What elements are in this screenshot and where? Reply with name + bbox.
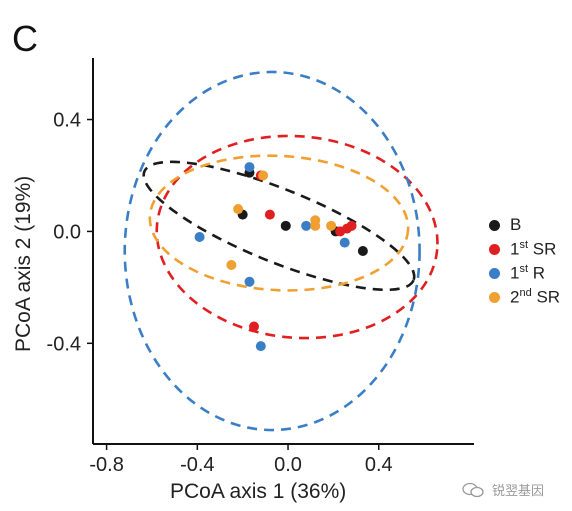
wechat-icon: [462, 482, 484, 497]
point-1st-r: [244, 162, 255, 173]
point-b: [357, 246, 368, 256]
point-1st-r: [255, 341, 266, 352]
confidence-ellipses: [123, 70, 439, 432]
legend-item: 2nd SR: [489, 285, 560, 309]
point-2nd-sr: [233, 204, 244, 215]
point-1st-sr: [249, 321, 260, 332]
watermark: 锐翌基因: [462, 480, 544, 499]
ellipse-1st-r: [123, 70, 421, 432]
legend-label: 2nd SR: [510, 286, 561, 307]
point-1st-r: [244, 276, 255, 287]
y-tick-label: 0.0: [53, 221, 81, 243]
point-2nd-sr: [258, 170, 269, 181]
legend-marker: [489, 267, 500, 279]
legend-marker: [489, 219, 500, 231]
point-2nd-sr: [226, 259, 237, 270]
point-1st-r: [301, 220, 312, 231]
panel-letter: C: [12, 18, 38, 59]
ellipse-1st-sr: [155, 134, 439, 340]
legend-marker: [489, 243, 500, 255]
x-tick-label: -0.4: [180, 454, 214, 476]
legend-item: 1st R: [489, 261, 560, 285]
legend-marker: [489, 291, 500, 303]
point-1st-r: [194, 232, 205, 243]
legend-item: 1st SR: [489, 237, 560, 261]
point-1st-r: [339, 237, 350, 248]
point-2nd-sr: [310, 220, 321, 231]
data-points: [194, 162, 368, 352]
legend: B 1st SR 1st R 2nd SR: [489, 213, 560, 309]
legend-item: B: [489, 213, 560, 237]
legend-label: 1st R: [510, 262, 546, 283]
x-axis-label: PCoA axis 1 (36%): [170, 480, 347, 503]
point-1st-sr: [264, 209, 275, 220]
x-tick-label: 0.0: [274, 454, 302, 476]
point-2nd-sr: [326, 220, 337, 231]
y-axis-label: PCoA axis 2 (19%): [12, 175, 35, 352]
ellipse-2nd-sr: [148, 154, 410, 292]
axes: -0.4 0.0 0.4 -0.8 -0.4 0.0 0.4: [47, 58, 474, 476]
watermark-text: 锐翌基因: [492, 483, 545, 498]
point-1st-sr: [346, 220, 357, 231]
y-tick-label: 0.4: [53, 110, 81, 132]
point-b: [280, 220, 291, 231]
y-tick-label: -0.4: [47, 333, 81, 355]
x-tick-label: 0.4: [365, 454, 393, 476]
ellipse-b: [142, 160, 416, 292]
legend-label: 1st SR: [510, 238, 557, 259]
legend-label: B: [510, 215, 522, 234]
x-tick-label: -0.8: [89, 454, 123, 476]
